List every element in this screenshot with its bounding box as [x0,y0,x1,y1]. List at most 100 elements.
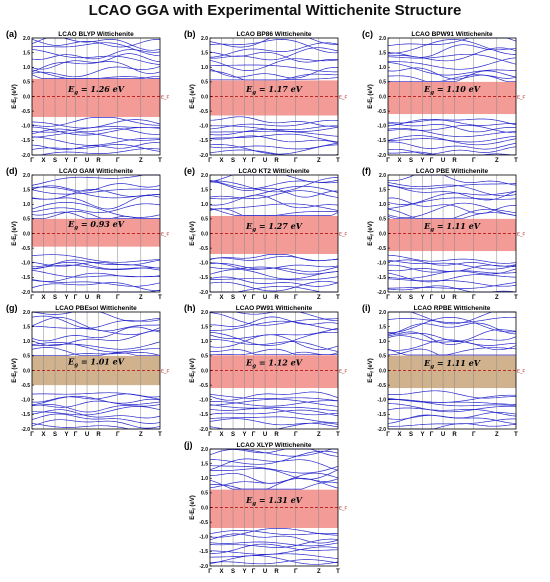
y-axis-label-sub: f [370,234,375,236]
band-line [387,183,517,190]
band-line [31,203,161,213]
y-axis-label-unit: (eV) [368,221,374,234]
kpoint-label: Γ [116,158,120,164]
band-line [387,254,517,264]
y-tick-label: -1.0 [199,398,208,404]
y-tick-label: 1.5 [201,324,208,330]
band-line [31,404,161,413]
y-tick-label: -0.5 [21,109,30,115]
kpoint-label: Γ [472,295,476,301]
kpoint-label: S [409,432,413,438]
y-tick-label: -1.5 [199,549,208,555]
band-line [31,317,160,332]
panel-letter: (h) [184,303,196,313]
band-panel-g: E_F 2.0 1.5 1.0 0.5 0.0 -0.5 -1.0 -1.5 -2.0 E-Ef (… [6,303,170,438]
y-tick-label: -1.0 [377,261,386,267]
y-axis-label-unit: (eV) [190,221,196,234]
band-line [31,419,161,429]
band-line [209,528,339,538]
y-tick-label: -0.5 [199,246,208,252]
y-tick-label: -2.0 [377,427,386,433]
kpoint-label: S [53,158,57,164]
y-tick-label: -1.5 [21,275,30,281]
band-line [388,316,517,333]
y-tick-label: 1.5 [23,324,30,330]
band-line [209,280,339,292]
y-tick-label: -1.0 [377,124,386,130]
y-tick-label: 1.5 [201,461,208,467]
figure-title: LCAO GGA with Experimental Wittichenite … [88,2,462,19]
gap-region [388,218,516,252]
band-line [31,128,161,135]
band-gap-label: Eg = 1.27 eV [245,221,303,233]
kpoint-label: T [158,432,162,438]
panel-title: LCAO GAM Wittichenite [59,168,133,175]
kpoint-label: T [158,158,162,164]
kpoint-label: X [42,158,46,164]
y-axis-label-unit: (eV) [12,84,18,97]
y-axis-label: E-Ef (eV) [190,84,197,109]
band-line [31,144,161,152]
gap-region [388,355,516,389]
y-axis-label: E-Ef (eV) [368,221,375,246]
band-line [387,259,517,270]
y-tick-label: 1.0 [201,202,208,208]
kpoint-label: Y [421,158,425,164]
y-tick-label: 2.0 [23,173,30,179]
gap-region [210,80,338,116]
kpoint-label: Γ [472,158,476,164]
y-axis-label: E-Ef (eV) [12,358,19,383]
kpoint-label: Γ [294,569,298,575]
band-line [32,406,161,416]
panel-title: LCAO KT2 Wittichenite [238,168,309,175]
band-line [387,39,517,55]
kpoint-label: Z [317,569,321,575]
kpoint-label: T [158,295,162,301]
y-axis-label-sub: f [14,234,19,236]
band-gap-label: Eg = 1.11 eV [423,221,481,233]
y-tick-label: -2.0 [199,427,208,433]
fermi-level-label: E_F [339,95,348,100]
band-line [388,57,517,70]
y-tick-label: 2.0 [379,36,386,42]
gap-region [388,81,516,115]
fermi-level-label: E_F [161,232,170,237]
y-tick-label: 1.0 [379,202,386,208]
band-line [387,141,517,150]
kpoint-label: R [96,158,101,164]
kpoint-label: R [274,432,279,438]
band-line [209,468,339,480]
gap-region [32,78,160,117]
band-line [32,259,161,270]
band-gap-label: Eg = 1.12 eV [245,358,303,370]
y-axis-label: E-Ef (eV) [190,358,197,383]
y-tick-label: 0.0 [201,231,208,237]
kpoint-label: Z [139,295,143,301]
y-tick-label: -2.0 [199,290,208,296]
band-panel-j: E_F 2.0 1.5 1.0 0.5 0.0 -0.5 -1.0 -1.5 -2.0 E-Ef (… [184,440,348,575]
y-tick-label: -0.5 [199,383,208,389]
kpoint-label: Z [495,158,499,164]
band-line [387,418,517,427]
y-tick-label: 0.5 [379,354,386,360]
kpoint-label: Γ [252,158,256,164]
band-gap-value: = 1.01 eV [78,357,125,367]
y-axis-label: E-Ef (eV) [190,221,197,246]
kpoint-label: S [231,295,235,301]
y-axis-label-sub: f [192,234,197,236]
band-gap-value: = 1.10 eV [434,84,481,94]
y-tick-label: 1.5 [201,50,208,56]
band-line [31,409,161,419]
y-tick-label: 1.5 [23,50,30,56]
band-gap-label: Eg = 0.93 eV [67,219,125,231]
kpoint-label: Z [317,432,321,438]
gap-region [32,218,160,247]
y-tick-label: -1.0 [199,124,208,130]
band-line [209,394,339,402]
band-line [209,339,339,352]
kpoint-label: Γ [74,158,78,164]
band-line [210,400,339,407]
y-tick-label: 0.5 [23,354,30,360]
kpoint-label: Γ [30,295,34,301]
y-tick-label: -1.5 [377,275,386,281]
